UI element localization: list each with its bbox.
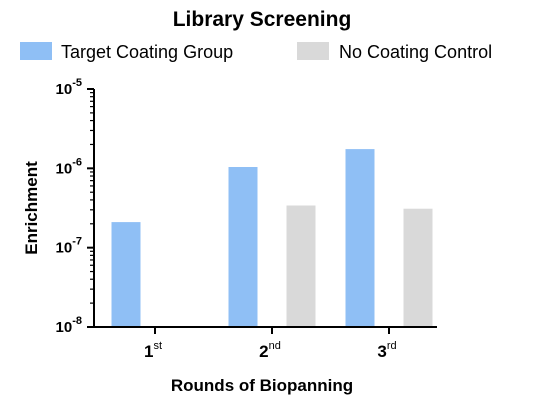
legend: Target Coating Group No Coating Control [20, 42, 492, 62]
y-axis-label: Enrichment [22, 161, 41, 255]
y-tick-label-3: 10-7 [56, 236, 82, 257]
chart-title: Library Screening [173, 8, 352, 31]
x-tick-label-3: 3rd [377, 340, 396, 361]
y-tick-label-4: 10-8 [56, 315, 82, 336]
bar-series-2-3 [403, 208, 433, 327]
bar-series-1-2 [228, 167, 258, 327]
legend-swatch-control [297, 42, 329, 60]
bar-series-2-2 [286, 205, 316, 327]
legend-label-target: Target Coating Group [61, 42, 233, 62]
legend-label-control: No Coating Control [339, 42, 492, 62]
bar-series-1-1 [111, 222, 141, 327]
bar-series-1-3 [345, 149, 375, 327]
x-tick-label-1: 1st [144, 340, 162, 361]
plot-area: 10-5 10-6 10-7 10-8 1st 2nd 3rd [56, 77, 437, 361]
y-tick-label-1: 10-5 [56, 77, 82, 98]
legend-swatch-target [20, 42, 52, 60]
x-tick-label-2: 2nd [259, 340, 281, 361]
x-axis-label: Rounds of Biopanning [171, 376, 353, 395]
y-tick-label-2: 10-6 [56, 156, 82, 177]
